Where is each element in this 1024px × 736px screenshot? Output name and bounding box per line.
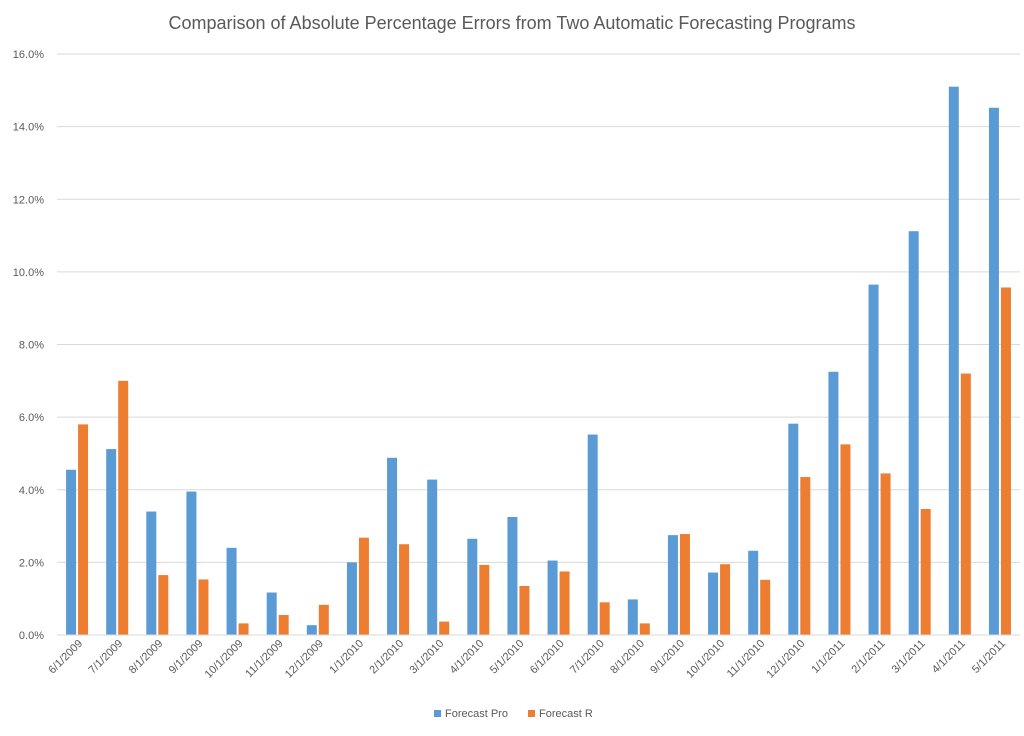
bar-forecast-pro — [306, 625, 317, 635]
bar-forecast-r — [358, 537, 369, 635]
bar-forecast-r — [720, 564, 731, 635]
bar-forecast-r — [679, 534, 690, 635]
y-tick-label: 6.0% — [19, 412, 44, 424]
x-tick-label: 7/1/2010 — [568, 638, 607, 677]
x-tick-label: 9/1/2010 — [648, 638, 687, 677]
gridlines — [57, 53, 1020, 563]
bar-forecast-r — [278, 615, 289, 635]
bar-forecast-pro — [547, 560, 558, 635]
bar-forecast-r — [559, 571, 570, 635]
y-axis-tick-labels: 0.0% 2.0% 4.0% 6.0% 8.0% 10.0% 12.0% 14.0% 16.0% — [13, 49, 44, 642]
x-tick-label: 3/1/2010 — [408, 638, 447, 677]
y-tick-label: 0.0% — [19, 630, 44, 642]
bar-forecast-r — [439, 621, 450, 635]
x-tick-label: 2/1/2010 — [367, 638, 406, 677]
bar-forecast-pro — [708, 572, 719, 635]
bar-forecast-pro — [828, 371, 839, 635]
bar-forecast-pro — [467, 538, 478, 635]
bar-forecast-pro — [106, 449, 117, 635]
bar-forecast-r — [920, 508, 931, 635]
bar-forecast-pro — [868, 284, 879, 635]
x-tick-label: 6/1/2009 — [46, 638, 85, 677]
bar-forecast-r — [318, 604, 329, 635]
bar-forecast-pro — [788, 423, 799, 635]
x-tick-label: 9/1/2009 — [167, 638, 206, 677]
y-tick-label: 4.0% — [19, 485, 44, 497]
bar-forecast-pro — [627, 599, 638, 635]
bar-forecast-r — [599, 602, 610, 635]
bar-forecast-r — [880, 473, 891, 635]
bar-forecast-pro — [146, 511, 157, 635]
x-tick-label: 11/1/2009 — [243, 638, 286, 681]
x-tick-label: 1/1/2011 — [809, 638, 847, 676]
bar-forecast-r — [840, 444, 851, 635]
x-tick-label: 8/1/2009 — [127, 638, 166, 677]
y-tick-label: 12.0% — [13, 194, 44, 206]
bar-forecast-pro — [948, 86, 959, 635]
bar-forecast-pro — [226, 547, 237, 635]
bar-forecast-r — [158, 575, 169, 635]
bar-forecast-pro — [988, 107, 999, 636]
x-tick-label: 4/1/2011 — [930, 638, 968, 676]
bar-forecast-pro — [186, 491, 197, 635]
x-tick-label: 10/1/2009 — [203, 638, 246, 681]
bars — [66, 86, 1011, 636]
x-tick-label: 6/1/2010 — [528, 638, 567, 677]
bar-forecast-r — [198, 579, 209, 635]
bar-forecast-pro — [667, 535, 678, 635]
bar-forecast-r — [399, 544, 410, 635]
x-tick-label: 5/1/2011 — [970, 638, 1008, 676]
y-tick-label: 10.0% — [13, 267, 44, 279]
x-axis-tick-labels: 6/1/2009 7/1/2009 8/1/2009 9/1/200910/1/200… — [46, 638, 1008, 681]
legend: Forecast Pro Forecast R — [434, 708, 593, 720]
bar-forecast-r — [760, 579, 771, 635]
x-tick-label: 1/1/2010 — [327, 638, 366, 677]
bar-forecast-pro — [748, 550, 759, 635]
bar-forecast-pro — [908, 231, 919, 635]
bar-forecast-r — [800, 477, 811, 635]
x-tick-label: 10/1/2010 — [684, 638, 727, 681]
bar-forecast-r — [238, 623, 249, 635]
bar-forecast-pro — [346, 562, 357, 635]
x-tick-label: 8/1/2010 — [608, 638, 647, 677]
x-tick-label: 4/1/2010 — [448, 638, 487, 677]
bar-forecast-r — [479, 564, 490, 635]
x-tick-label: 5/1/2010 — [488, 638, 527, 677]
y-tick-label: 2.0% — [19, 557, 44, 569]
legend-label: Forecast R — [539, 708, 593, 720]
bar-forecast-r — [960, 373, 971, 635]
x-tick-label: 12/1/2010 — [764, 638, 807, 681]
bar-forecast-pro — [66, 469, 77, 635]
bar-forecast-pro — [387, 457, 398, 635]
bar-forecast-pro — [266, 592, 277, 635]
bar-forecast-pro — [427, 479, 438, 635]
bar-forecast-r — [639, 623, 650, 635]
y-tick-label: 16.0% — [13, 49, 44, 61]
bar-forecast-r — [1000, 287, 1011, 635]
legend-swatch — [528, 710, 535, 717]
bar-forecast-pro — [507, 516, 518, 635]
x-tick-label: 7/1/2009 — [87, 638, 126, 677]
x-tick-label: 12/1/2009 — [283, 638, 326, 681]
y-tick-label: 8.0% — [19, 340, 44, 352]
x-tick-label: 3/1/2011 — [890, 638, 928, 676]
bar-forecast-r — [118, 380, 129, 635]
legend-label: Forecast Pro — [445, 708, 508, 720]
y-tick-label: 14.0% — [13, 122, 44, 134]
legend-swatch — [434, 710, 441, 717]
bar-forecast-r — [519, 585, 530, 635]
bar-forecast-r — [78, 424, 89, 635]
chart-title: Comparison of Absolute Percentage Errors… — [169, 13, 856, 33]
x-tick-label: 2/1/2011 — [849, 638, 887, 676]
bar-forecast-pro — [587, 434, 598, 635]
x-tick-label: 11/1/2010 — [725, 638, 768, 681]
